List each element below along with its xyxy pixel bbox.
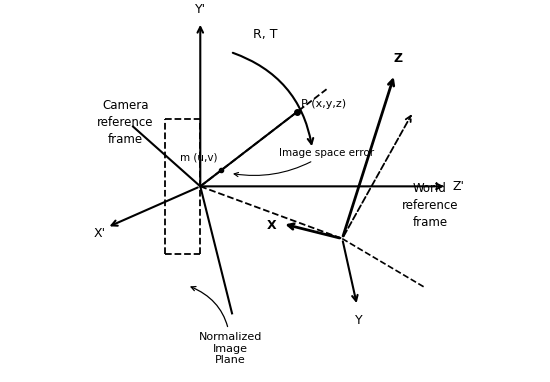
Text: X: X xyxy=(267,219,276,232)
Text: Image space error: Image space error xyxy=(234,148,374,176)
Text: Z: Z xyxy=(394,52,403,65)
Text: Z': Z' xyxy=(453,180,464,193)
Text: Y': Y' xyxy=(195,3,206,16)
Text: P (x,y,z): P (x,y,z) xyxy=(301,99,346,108)
Text: X': X' xyxy=(94,227,106,240)
Text: Camera
reference
frame: Camera reference frame xyxy=(97,99,154,146)
Text: m (u,v): m (u,v) xyxy=(180,152,217,162)
Text: World
reference
frame: World reference frame xyxy=(402,181,458,228)
Text: Normalized
Image
Plane: Normalized Image Plane xyxy=(191,286,262,365)
Text: Y: Y xyxy=(355,314,363,327)
Text: R, T: R, T xyxy=(252,28,277,40)
